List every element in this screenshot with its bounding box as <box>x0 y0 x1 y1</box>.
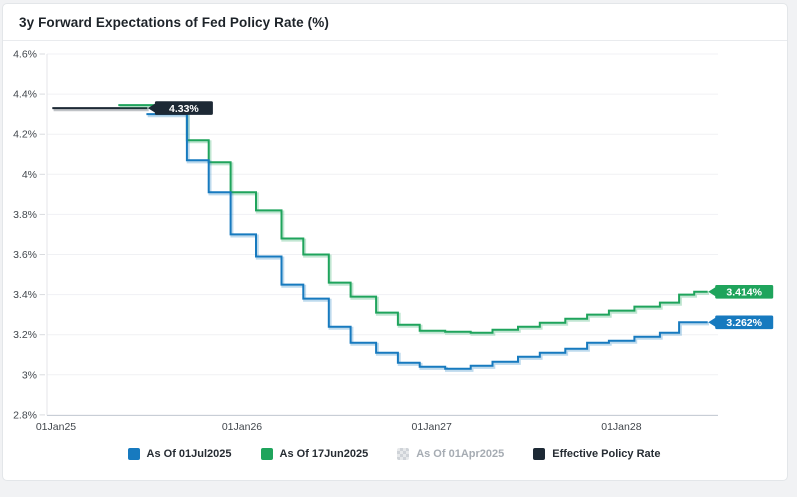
y-tick-label: 4% <box>22 169 37 181</box>
chart-legend: As Of 01Jul2025 As Of 17Jun2025 As Of 01… <box>0 446 788 462</box>
x-tick-label: 01Jan26 <box>222 421 262 433</box>
value-badge: 4.33% <box>147 101 213 115</box>
legend-swatch-green-icon <box>260 448 273 460</box>
series-line-shadow <box>147 114 709 372</box>
legend-label: As Of 01Apr2025 <box>416 448 505 460</box>
legend-label: As Of 17Jun2025 <box>279 448 369 460</box>
x-tick-label: 01Jan25 <box>36 421 76 433</box>
y-tick-label: 3% <box>22 369 37 381</box>
badge-box <box>715 315 774 330</box>
legend-item-as-of-01apr2025[interactable]: As Of 01Apr2025 <box>397 448 504 460</box>
series-line <box>118 104 708 334</box>
badge-arrow-left-icon <box>708 317 717 328</box>
series-line <box>146 113 708 370</box>
badge-arrow-left-icon <box>708 286 717 297</box>
chart-title-bar: 3y Forward Expectations of Fed Policy Ra… <box>3 4 787 41</box>
x-tick-label: 01Jan27 <box>412 421 452 433</box>
chart-title: 3y Forward Expectations of Fed Policy Ra… <box>19 14 329 30</box>
y-tick-label: 3.6% <box>13 249 37 261</box>
y-tick-label: 4.6% <box>13 49 37 61</box>
legend-swatch-blue-icon <box>127 448 140 460</box>
value-badge: 3.414% <box>708 285 774 299</box>
y-tick-label: 4.2% <box>13 129 37 141</box>
legend-item-as-of-17jun2025[interactable]: As Of 17Jun2025 <box>260 448 369 460</box>
legend-label: As Of 01Jul2025 <box>146 448 232 460</box>
badge-box <box>715 285 774 299</box>
badge-value: 3.262% <box>726 317 762 329</box>
badge-value: 3.414% <box>726 287 762 299</box>
legend-swatch-gray-icon <box>397 448 410 460</box>
badge-arrow-left-icon <box>147 103 156 114</box>
x-tick-label: 01Jan28 <box>601 421 641 433</box>
y-tick-label: 3.8% <box>13 209 37 221</box>
y-tick-label: 3.2% <box>13 329 37 341</box>
series-line-shadow <box>119 105 709 336</box>
legend-label: Effective Policy Rate <box>552 448 661 460</box>
value-badge: 3.262% <box>708 315 774 330</box>
y-tick-label: 3.4% <box>13 289 37 301</box>
badge-box <box>154 101 213 115</box>
legend-item-effective-policy-rate[interactable]: Effective Policy Rate <box>533 448 660 460</box>
chart-card: 3y Forward Expectations of Fed Policy Ra… <box>2 3 788 481</box>
y-tick-label: 4.4% <box>13 89 37 101</box>
badge-value: 4.33% <box>169 103 199 115</box>
legend-swatch-navy-icon <box>533 448 546 460</box>
legend-item-as-of-01jul2025[interactable]: As Of 01Jul2025 <box>127 448 232 460</box>
y-tick-label: 2.8% <box>13 409 37 421</box>
